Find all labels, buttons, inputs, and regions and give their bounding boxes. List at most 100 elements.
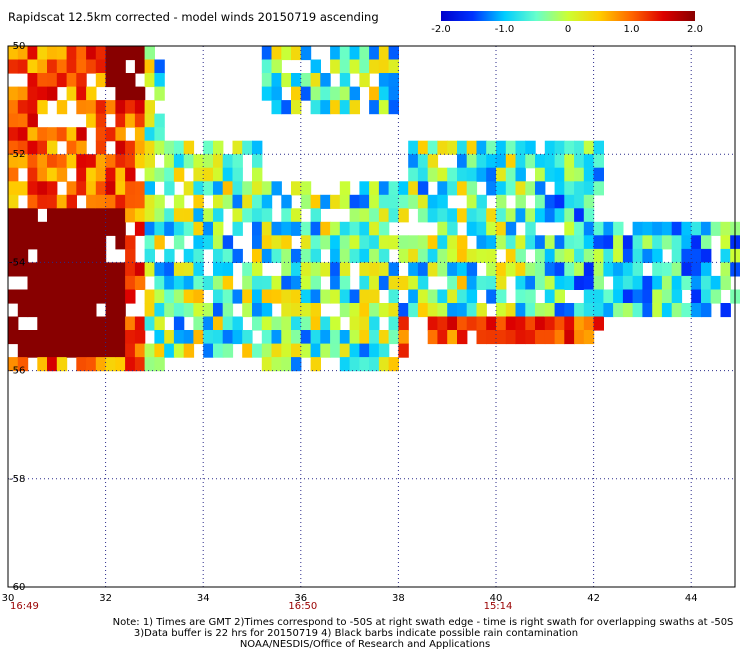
heatmap-cell bbox=[125, 46, 136, 61]
heatmap-cell bbox=[37, 275, 48, 290]
heatmap-cell bbox=[115, 181, 126, 196]
heatmap-cell bbox=[252, 303, 263, 318]
y-tick-label: -60 bbox=[9, 582, 25, 593]
heatmap-cell bbox=[144, 343, 155, 358]
heatmap-cell bbox=[359, 330, 370, 345]
heatmap-cell bbox=[115, 167, 126, 182]
heatmap-cell bbox=[535, 262, 546, 277]
heatmap-cell bbox=[232, 154, 243, 169]
heatmap-cell bbox=[115, 194, 126, 209]
note-line-2: 3)Data buffer is 22 hrs for 20150719 4) … bbox=[134, 628, 578, 639]
heatmap-cell bbox=[613, 235, 624, 250]
heatmap-cell bbox=[544, 289, 556, 304]
heatmap-cell bbox=[300, 343, 312, 358]
heatmap-cell bbox=[115, 262, 126, 277]
heatmap-cell bbox=[173, 303, 185, 318]
heatmap-cell bbox=[8, 289, 19, 304]
heatmap-cell bbox=[164, 167, 175, 182]
heatmap-cell bbox=[76, 100, 87, 115]
heatmap-cell bbox=[447, 289, 458, 304]
heatmap-cell bbox=[496, 275, 507, 290]
heatmap-cell bbox=[8, 235, 19, 250]
heatmap-cell bbox=[583, 330, 595, 345]
heatmap-cell bbox=[661, 289, 673, 304]
heatmap-cell bbox=[115, 46, 126, 61]
heatmap-cell bbox=[8, 262, 19, 277]
heatmap-cell bbox=[232, 208, 243, 223]
heatmap-cell bbox=[56, 289, 68, 304]
heatmap-cell bbox=[47, 140, 58, 155]
heatmap-cell bbox=[447, 221, 458, 236]
heatmap-cell bbox=[564, 154, 575, 169]
heatmap-cell bbox=[261, 343, 273, 358]
heatmap-cell bbox=[66, 289, 77, 304]
heatmap-cell bbox=[144, 316, 155, 331]
heatmap-cell bbox=[388, 100, 399, 115]
heatmap-cell bbox=[632, 221, 643, 236]
heatmap-cell bbox=[661, 275, 673, 290]
heatmap-cell bbox=[27, 167, 38, 182]
heatmap-cell bbox=[359, 343, 370, 358]
heatmap-cell bbox=[505, 181, 517, 196]
heatmap-cell bbox=[232, 181, 243, 196]
heatmap-cell bbox=[291, 100, 302, 115]
heatmap-cell bbox=[447, 330, 458, 345]
heatmap-cell bbox=[47, 221, 58, 236]
heatmap-cell bbox=[408, 303, 419, 318]
heatmap-cell bbox=[291, 46, 302, 61]
heatmap-cell bbox=[720, 303, 731, 318]
heatmap-cell bbox=[574, 208, 585, 223]
y-tick-label: -56 bbox=[9, 366, 25, 377]
heatmap-cell bbox=[388, 59, 399, 74]
heatmap-cell bbox=[47, 289, 58, 304]
heatmap-cell bbox=[154, 357, 165, 372]
heatmap-cell bbox=[213, 330, 224, 345]
heatmap-cell bbox=[291, 208, 302, 223]
heatmap-cell bbox=[564, 167, 575, 182]
heatmap-cell bbox=[652, 289, 663, 304]
heatmap-cell bbox=[310, 208, 321, 223]
heatmap-cell bbox=[339, 343, 351, 358]
heatmap-cell bbox=[193, 262, 204, 277]
heatmap-cell bbox=[154, 127, 165, 142]
heatmap-cell bbox=[349, 221, 360, 236]
heatmap-cell bbox=[622, 303, 634, 318]
chart-title: Rapidscat 12.5km corrected - model winds… bbox=[8, 10, 379, 24]
heatmap-cell bbox=[66, 140, 77, 155]
heatmap-cell bbox=[554, 303, 565, 318]
heatmap-cell bbox=[535, 194, 546, 209]
heatmap-cell bbox=[47, 59, 58, 74]
heatmap-cell bbox=[339, 303, 351, 318]
swath-time-label: 15:14 bbox=[484, 601, 513, 612]
heatmap-cell bbox=[56, 316, 68, 331]
heatmap-cell bbox=[378, 248, 390, 263]
heatmap-cell bbox=[661, 221, 673, 236]
heatmap-cell bbox=[544, 154, 556, 169]
heatmap-cell bbox=[525, 154, 536, 169]
heatmap-cell bbox=[173, 235, 185, 250]
heatmap-cell bbox=[691, 248, 702, 263]
heatmap-cell bbox=[134, 181, 146, 196]
heatmap-cell bbox=[144, 357, 155, 372]
heatmap-cell bbox=[37, 316, 48, 331]
heatmap-cell bbox=[252, 289, 263, 304]
heatmap-cell bbox=[369, 248, 380, 263]
heatmap-cell bbox=[310, 73, 321, 88]
heatmap-cell bbox=[115, 86, 126, 101]
heatmap-cell bbox=[388, 73, 399, 88]
heatmap-cell bbox=[17, 140, 29, 155]
heatmap-cell bbox=[564, 140, 575, 155]
heatmap-cell bbox=[125, 208, 136, 223]
heatmap-cell bbox=[76, 86, 87, 101]
heatmap-cell bbox=[281, 289, 292, 304]
heatmap-cell bbox=[144, 140, 155, 155]
heatmap-cell bbox=[144, 221, 155, 236]
heatmap-cell bbox=[369, 289, 380, 304]
heatmap-cell bbox=[37, 303, 48, 318]
heatmap-cell bbox=[613, 303, 624, 318]
heatmap-cell bbox=[86, 343, 97, 358]
heatmap-cell bbox=[252, 275, 263, 290]
heatmap-cell bbox=[310, 248, 321, 263]
heatmap-cell bbox=[593, 262, 604, 277]
x-tick-label: 30 bbox=[2, 593, 15, 604]
